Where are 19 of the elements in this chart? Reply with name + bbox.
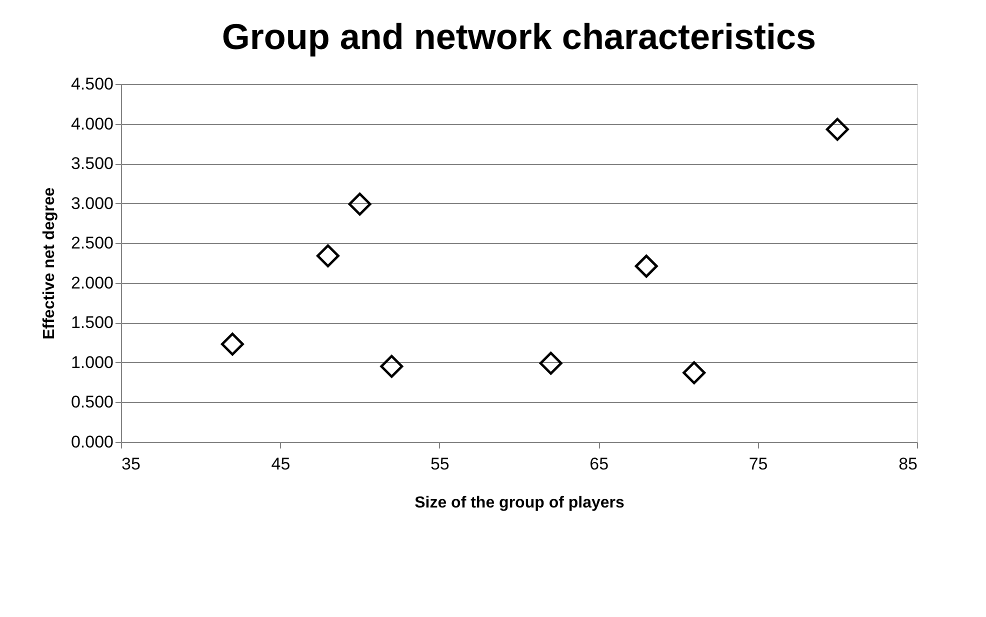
y-tick-label: 3.500 — [70, 154, 114, 174]
chart-title: Group and network characteristics — [222, 16, 816, 57]
y-tick-label: 3.000 — [70, 194, 114, 213]
x-tick-label: 65 — [590, 454, 609, 474]
y-axis-title: Effective net degree — [40, 187, 58, 340]
x-tick-label: 55 — [430, 454, 450, 474]
x-axis-title: Size of the group of players — [414, 494, 624, 512]
y-tick-label: 4.000 — [70, 114, 114, 134]
y-tick-label: 2.500 — [70, 234, 114, 253]
y-tick-label: 1.000 — [70, 352, 114, 372]
x-tick-label: 85 — [898, 454, 918, 474]
y-tick-label: 4.500 — [70, 74, 114, 94]
x-tick-label: 75 — [748, 454, 768, 474]
y-tick-label: 0.500 — [70, 392, 114, 412]
y-tick-label: 2.000 — [70, 273, 114, 292]
x-tick-label: 45 — [271, 454, 290, 474]
x-tick-label: 35 — [122, 454, 140, 474]
y-tick-label: 0.000 — [70, 432, 114, 452]
y-tick-label: 1.500 — [70, 313, 114, 332]
